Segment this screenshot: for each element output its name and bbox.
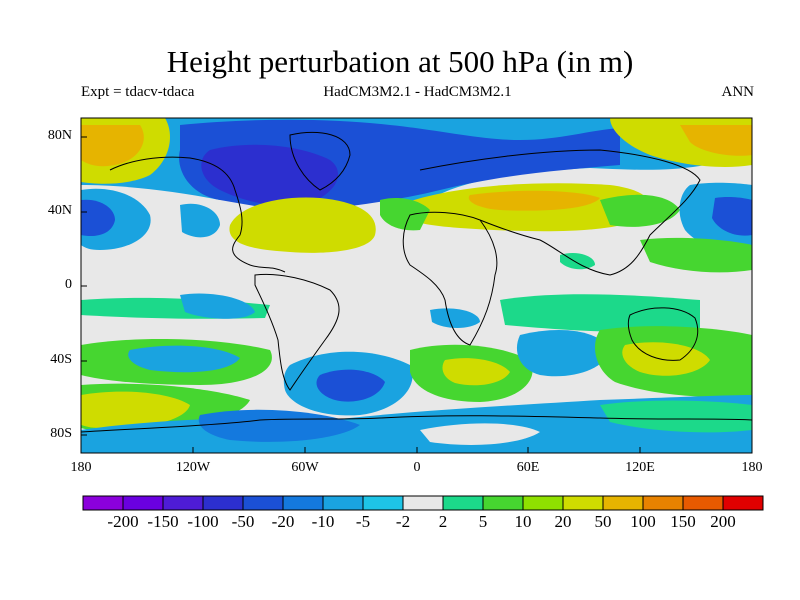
colorbar-label-6: -5 — [355, 512, 371, 531]
arctic-east-high-core — [680, 125, 752, 156]
colorbar-box-13 — [602, 495, 644, 511]
colorbar-box-8 — [402, 495, 444, 511]
lon-label-0: 0 — [413, 460, 421, 475]
colorbar-box-11 — [522, 495, 564, 511]
south-indian-high-core — [442, 358, 510, 386]
lon-label-120e: 120E — [625, 460, 655, 475]
colorbar-label-1: -150 — [147, 512, 179, 531]
colorbar-box-7 — [362, 495, 404, 511]
colorbar-label-15: 200 — [710, 512, 736, 531]
colorbar-label-9: 5 — [478, 512, 488, 531]
lon-label-180w: 180 — [70, 460, 92, 475]
colorbar-label-2: -100 — [187, 512, 219, 531]
colorbar-label-4: -20 — [271, 512, 295, 531]
colorbar-box-5 — [282, 495, 324, 511]
west-pacific-low-core — [81, 199, 115, 237]
south-atlantic-low-core — [316, 369, 385, 402]
chart-title: Height perturbation at 500 hPa (in m) — [166, 44, 634, 79]
colorbar-label-7: -2 — [395, 512, 411, 531]
south-america-coast — [254, 273, 340, 391]
colorbar-label-12: 50 — [594, 512, 612, 531]
colorbar-label-0: -200 — [107, 512, 139, 531]
colorbar-box-4 — [242, 495, 284, 511]
antarctic-low-patch — [198, 409, 360, 442]
model-comparison-label: HadCM3M2.1 - HadCM3M2.1 — [323, 84, 512, 100]
antarctic-green-patch — [600, 400, 752, 433]
lon-label-180e: 180 — [741, 460, 763, 475]
tropical-green-3 — [500, 294, 700, 333]
lat-label-80s: 80S — [50, 426, 72, 441]
eurasia-high-core — [468, 190, 600, 211]
nh-midlat-green — [380, 198, 430, 231]
eurasia-coast — [419, 149, 701, 276]
australia-high-core — [622, 342, 710, 376]
colorbar-label-3: -50 — [231, 512, 255, 531]
antarctic-grey-patch — [420, 423, 540, 445]
colorbar-box-9 — [442, 495, 484, 511]
colorbar-box-15 — [682, 495, 724, 511]
north-pacific-high-core — [81, 125, 144, 167]
lat-label-40n: 40N — [47, 203, 72, 218]
tropical-blue-1 — [180, 293, 255, 319]
colorbar-box-16 — [722, 495, 764, 511]
colorbar — [82, 495, 764, 511]
colorbar-box-3 — [202, 495, 244, 511]
lat-label-0: 0 — [65, 277, 72, 292]
colorbar-label-14: 150 — [670, 512, 696, 531]
south-pacific-blue — [128, 345, 240, 373]
colorbar-box-12 — [562, 495, 604, 511]
map-field — [81, 118, 752, 453]
colorbar-label-10: 10 — [514, 512, 532, 531]
australia-coast — [627, 307, 699, 361]
east-pacific-low-core — [712, 197, 752, 236]
colorbar-label-11: 20 — [554, 512, 572, 531]
tropical-pacific-green — [640, 237, 752, 273]
lon-label-120w: 120W — [175, 460, 211, 475]
lon-label-60e: 60E — [516, 460, 540, 475]
africa-europe-coast — [402, 211, 498, 346]
colorbar-label-5: -10 — [311, 512, 335, 531]
colorbar-box-1 — [122, 495, 164, 511]
colorbar-box-2 — [162, 495, 204, 511]
lat-label-40s: 40S — [50, 352, 72, 367]
colorbar-box-6 — [322, 495, 364, 511]
colorbar-label-8: 2 — [438, 512, 448, 531]
north-atlantic-high — [229, 197, 376, 253]
antarctica-coast — [81, 415, 752, 433]
north-america-coast — [109, 156, 286, 273]
greenland-coast — [289, 131, 351, 191]
season-label: ANN — [721, 84, 755, 100]
coastlines — [81, 131, 752, 433]
pacific-low-mid — [180, 203, 220, 238]
asia-positive-green — [600, 194, 680, 227]
colorbar-label-13: 100 — [630, 512, 656, 531]
tropical-blue-3 — [560, 253, 595, 270]
colorbar-box-10 — [482, 495, 524, 511]
southern-ocean-high — [81, 391, 190, 429]
map-ticks — [81, 136, 641, 453]
lon-label-60w: 60W — [291, 460, 319, 475]
colorbar-box-0 — [82, 495, 124, 511]
south-indian-low — [516, 330, 610, 377]
colorbar-box-14 — [642, 495, 684, 511]
experiment-label: Expt = tdacv-tdaca — [81, 84, 195, 100]
tropical-blue-2 — [430, 308, 480, 328]
lat-label-80n: 80N — [47, 128, 72, 143]
